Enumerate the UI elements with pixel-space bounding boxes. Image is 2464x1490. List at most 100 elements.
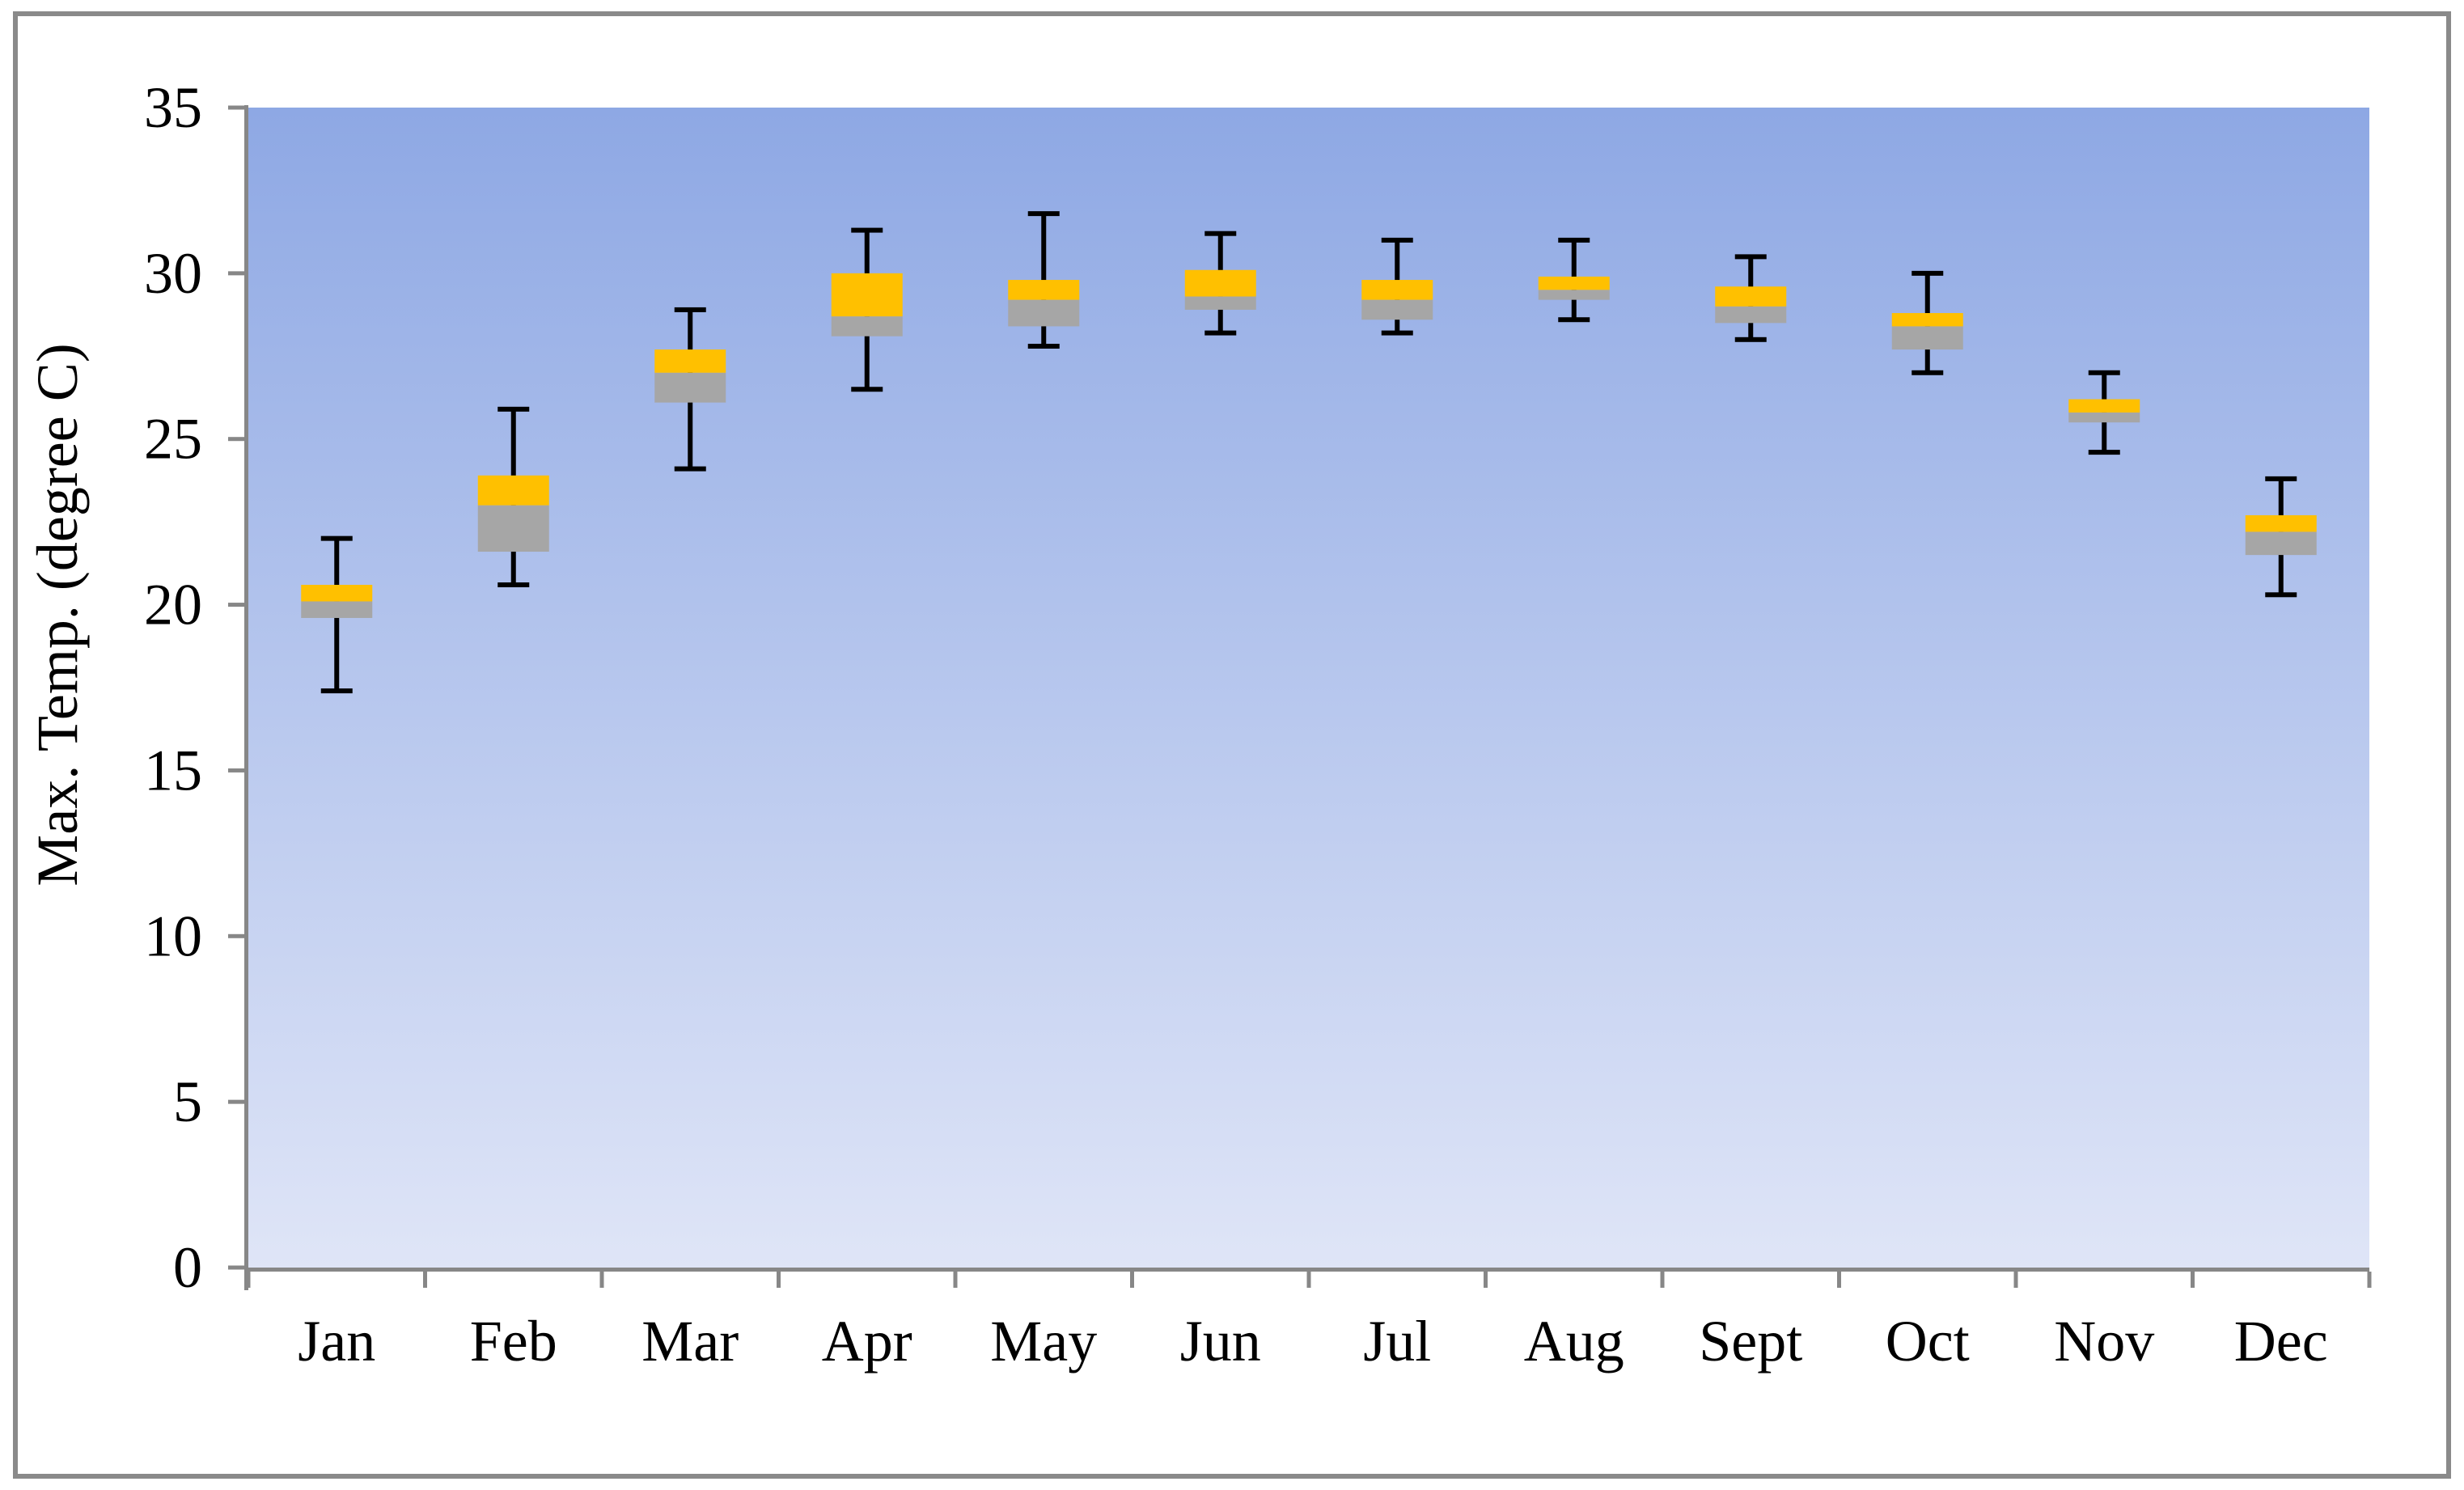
box-upper-segment bbox=[831, 273, 903, 317]
y-tick-label: 35 bbox=[144, 75, 202, 140]
x-tick-label-feb: Feb bbox=[470, 1309, 557, 1374]
box-may bbox=[1008, 211, 1080, 349]
box-lower-segment bbox=[2068, 412, 2140, 423]
box-feb bbox=[477, 406, 549, 587]
x-tick-label-nov: Nov bbox=[2054, 1309, 2154, 1374]
whisker-cap-low bbox=[674, 466, 706, 472]
y-tick-label: 25 bbox=[144, 407, 202, 472]
y-axis-title: Max. Temp. (degree C) bbox=[25, 343, 90, 886]
box-upper-segment bbox=[1008, 280, 1080, 300]
whisker-cap-low bbox=[497, 582, 530, 587]
y-axis-tick bbox=[228, 105, 244, 110]
box-jun bbox=[1184, 231, 1256, 336]
box-upper-segment bbox=[1538, 276, 1610, 290]
box-aug bbox=[1538, 237, 1610, 323]
x-tick-label-jan: Jan bbox=[298, 1309, 375, 1374]
x-axis-tick bbox=[1837, 1272, 1841, 1288]
box-jul bbox=[1361, 237, 1433, 336]
box-lower-segment bbox=[831, 316, 903, 337]
whisker-cap-high bbox=[497, 406, 530, 412]
whisker-cap-high bbox=[851, 227, 883, 233]
y-axis-tick bbox=[228, 603, 244, 607]
whisker-cap-low bbox=[1381, 330, 1413, 336]
y-axis-tick bbox=[228, 271, 244, 276]
y-axis-line bbox=[244, 105, 248, 1290]
box-lower-segment bbox=[1184, 296, 1256, 310]
x-axis-tick bbox=[1484, 1272, 1488, 1288]
plot-layer: 0 5 10 15 20 25 30 35 Jan Feb Mar Apr May Jun Jul Aug Se… bbox=[144, 75, 2372, 1374]
x-axis-tick bbox=[2367, 1272, 2372, 1288]
box-lower-segment bbox=[1891, 326, 1963, 350]
y-tick-label: 30 bbox=[144, 241, 202, 306]
box-mar bbox=[654, 307, 726, 472]
box-nov bbox=[2068, 370, 2140, 455]
whisker-cap-low bbox=[2265, 592, 2297, 598]
x-tick-label-aug: Aug bbox=[1524, 1309, 1624, 1374]
box-dec bbox=[2245, 476, 2317, 598]
box-apr bbox=[831, 227, 903, 392]
whisker-cap-high bbox=[1027, 211, 1060, 217]
x-axis-line bbox=[244, 1268, 2369, 1272]
box-upper-segment bbox=[477, 475, 549, 506]
whisker-cap-high bbox=[1912, 270, 1944, 276]
whisker-cap-high bbox=[1204, 231, 1237, 236]
box-upper-segment bbox=[1184, 269, 1256, 297]
box-lower-segment bbox=[2245, 531, 2317, 556]
whisker-cap-low bbox=[1912, 370, 1944, 375]
x-tick-label-apr: Apr bbox=[822, 1309, 912, 1374]
x-tick-label-dec: Dec bbox=[2234, 1309, 2328, 1374]
box-lower-segment bbox=[477, 505, 549, 552]
x-axis-tick bbox=[777, 1272, 781, 1288]
y-tick-label: 5 bbox=[173, 1069, 202, 1134]
box-upper-segment bbox=[654, 349, 726, 373]
whisker-cap-high bbox=[2088, 370, 2120, 375]
box-upper-segment bbox=[2245, 514, 2317, 532]
whisker-cap-low bbox=[1204, 330, 1237, 336]
x-axis-tick bbox=[2013, 1272, 2018, 1288]
x-axis-tick bbox=[599, 1272, 604, 1288]
y-tick-label: 10 bbox=[144, 904, 202, 968]
y-axis-tick bbox=[228, 1265, 244, 1270]
box-lower-segment bbox=[1008, 299, 1080, 327]
box-upper-segment bbox=[1361, 280, 1433, 300]
whisker-cap-low bbox=[1558, 317, 1590, 323]
y-tick-label: 20 bbox=[144, 573, 202, 637]
box-lower-segment bbox=[1538, 290, 1610, 300]
whisker-cap-low bbox=[1027, 343, 1060, 349]
y-tick-label: 15 bbox=[144, 738, 202, 802]
box-sept bbox=[1715, 254, 1787, 342]
whisker-cap-high bbox=[1734, 254, 1767, 260]
box-lower-segment bbox=[1361, 299, 1433, 320]
box-upper-segment bbox=[1891, 313, 1963, 327]
x-tick-label-sept: Sept bbox=[1699, 1309, 1802, 1374]
whisker-cap-high bbox=[320, 535, 353, 541]
box-lower-segment bbox=[1715, 306, 1787, 324]
whisker-cap-low bbox=[851, 387, 883, 392]
box-upper-segment bbox=[1715, 286, 1787, 307]
x-axis-tick bbox=[1660, 1272, 1665, 1288]
x-tick-label-jun: Jun bbox=[1180, 1309, 1261, 1374]
x-tick-label-mar: Mar bbox=[641, 1309, 739, 1374]
x-axis-tick bbox=[953, 1272, 958, 1288]
whisker-cap-high bbox=[2265, 476, 2297, 481]
y-axis-tick bbox=[228, 933, 244, 938]
x-axis-tick bbox=[1306, 1272, 1311, 1288]
box-upper-segment bbox=[301, 584, 373, 602]
whisker-cap-low bbox=[1734, 337, 1767, 342]
x-tick-label-oct: Oct bbox=[1886, 1309, 1970, 1374]
box-lower-segment bbox=[654, 372, 726, 403]
whisker-cap-high bbox=[674, 307, 706, 312]
box-lower-segment bbox=[301, 601, 373, 618]
plot-area bbox=[248, 108, 2369, 1268]
y-axis-tick bbox=[228, 1099, 244, 1104]
whisker-cap-low bbox=[320, 688, 353, 694]
whisker-cap-low bbox=[2088, 450, 2120, 455]
box-upper-segment bbox=[2068, 399, 2140, 413]
y-axis-tick bbox=[228, 437, 244, 442]
x-tick-label-jul: Jul bbox=[1363, 1309, 1431, 1374]
box-oct bbox=[1891, 270, 1963, 375]
x-axis-tick bbox=[2191, 1272, 2195, 1288]
y-tick-label: 0 bbox=[173, 1235, 202, 1300]
x-axis-tick bbox=[423, 1272, 427, 1288]
